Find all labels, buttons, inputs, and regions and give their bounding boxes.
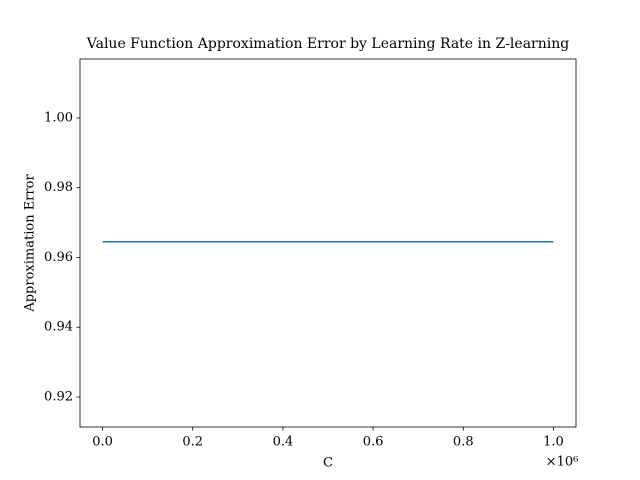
chart-title: Value Function Approximation Error by Le…: [86, 36, 569, 52]
x-offset-label: ×10⁶: [546, 455, 579, 470]
y-tick-label: 0.92: [44, 390, 73, 405]
x-tick-label: 0.0: [92, 435, 113, 450]
y-tick-label: 0.94: [44, 320, 73, 335]
y-tick-label: 1.00: [44, 110, 73, 125]
x-tick-label: 0.2: [182, 435, 203, 450]
x-tick-label: 0.8: [453, 435, 474, 450]
y-tick-label: 0.96: [44, 250, 73, 265]
x-axis-label: C: [323, 456, 333, 471]
y-tick-label: 0.98: [44, 180, 73, 195]
plot-frame: [79, 58, 577, 428]
x-tick-label: 0.4: [273, 435, 294, 450]
y-axis-label: Approximation Error: [23, 174, 38, 313]
x-tick-label: 1.0: [543, 435, 564, 450]
x-tick-label: 0.6: [363, 435, 384, 450]
